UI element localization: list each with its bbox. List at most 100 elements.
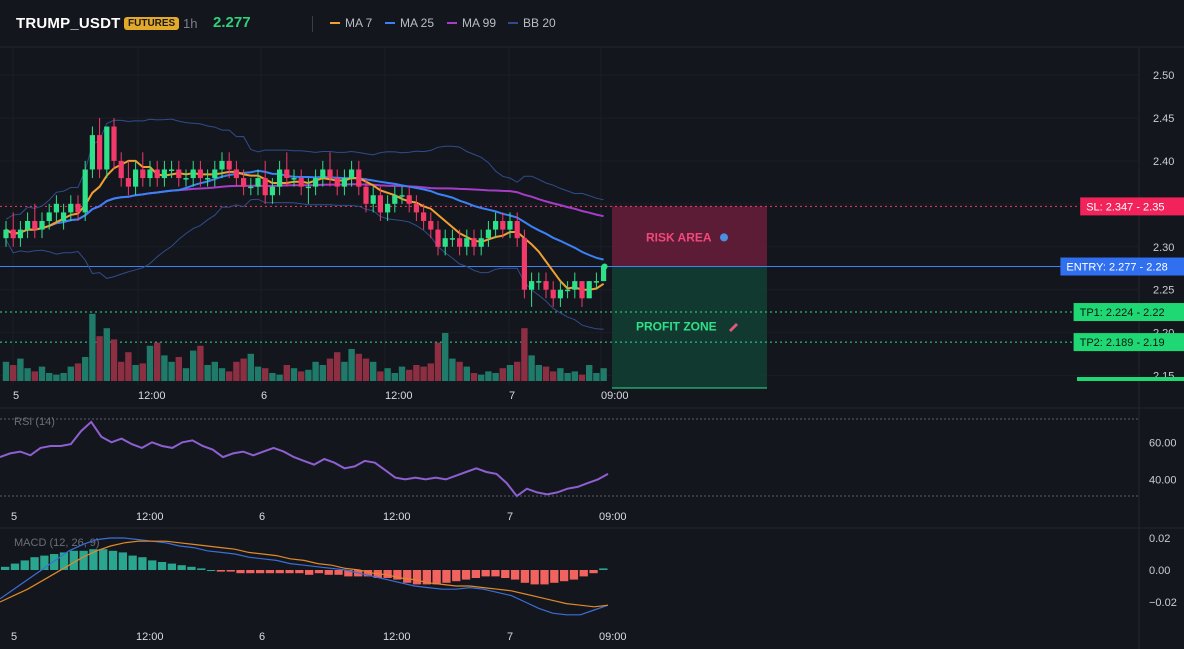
- macd-histogram-bar: [167, 563, 177, 570]
- volume-bar: [139, 363, 146, 381]
- symbol-title[interactable]: TRUMP_USDT: [16, 15, 121, 32]
- candle-body: [313, 178, 319, 187]
- candle-body: [363, 186, 369, 204]
- volume-bar: [362, 358, 370, 381]
- macd-histogram-bar: [305, 570, 314, 575]
- rsi-x-tick: 7: [507, 511, 513, 523]
- macd-histogram-bar: [501, 570, 510, 578]
- macd-histogram-bar: [314, 570, 324, 574]
- macd-histogram-bar: [59, 552, 69, 570]
- volume-bar: [226, 371, 233, 381]
- legend-ma7[interactable]: MA 7: [330, 16, 372, 30]
- macd-histogram-bar: [108, 550, 118, 570]
- tp2-tag-bg: [1073, 333, 1184, 352]
- candle-body: [10, 229, 16, 239]
- futures-badge: FUTURES: [124, 17, 180, 30]
- volume-bar: [312, 361, 319, 381]
- candle-body: [291, 178, 297, 180]
- macd-histogram-bar: [285, 570, 294, 574]
- risk-area-zone: [612, 206, 767, 267]
- legend-bb20[interactable]: BB 20: [508, 16, 556, 30]
- volume-bar: [564, 373, 571, 381]
- volume-bar: [146, 345, 154, 381]
- candle-body: [565, 289, 571, 292]
- price-tick-label: 2.30: [1153, 242, 1174, 254]
- volume-bar: [89, 313, 96, 381]
- sl-tag-bg: [1080, 197, 1184, 216]
- volume-bar: [442, 333, 449, 381]
- candle-body: [233, 169, 239, 179]
- volume-bar: [406, 369, 413, 381]
- candle-body: [118, 160, 124, 179]
- volume-bar: [262, 368, 269, 381]
- macd-histogram-bar: [50, 554, 59, 570]
- volume-bar: [586, 365, 593, 381]
- macd-histogram-bar: [79, 550, 88, 570]
- ma7-line: [5, 159, 605, 291]
- candle-body: [413, 203, 419, 213]
- volume-bar: [550, 371, 557, 381]
- macd-histogram-bar: [128, 555, 137, 570]
- candle-body: [399, 195, 405, 197]
- candle-body: [125, 178, 131, 187]
- macd-histogram-bar: [520, 570, 530, 583]
- volume-bar: [434, 342, 442, 381]
- candle-body: [97, 135, 103, 170]
- volume-bar: [514, 361, 521, 381]
- candle-body: [493, 221, 499, 230]
- volume-bar: [17, 358, 24, 381]
- candle-body: [169, 169, 175, 171]
- rsi-tick-label: 60.00: [1149, 437, 1177, 449]
- candle-body: [219, 160, 225, 170]
- macd-histogram-bar: [118, 552, 127, 570]
- macd-histogram-bar: [197, 568, 206, 570]
- volume-bar: [38, 366, 46, 381]
- volume-bar: [600, 368, 607, 381]
- volume-bar: [478, 374, 485, 381]
- candle-body: [370, 195, 376, 204]
- candle-body: [161, 169, 167, 179]
- volume-bar: [254, 366, 262, 381]
- candle-body: [46, 212, 52, 222]
- macd-histogram-bar: [206, 570, 216, 571]
- candle-body: [183, 178, 189, 180]
- candle-body: [25, 221, 31, 230]
- legend-ma99[interactable]: MA 99: [447, 16, 496, 30]
- macd-histogram-bar: [540, 570, 549, 585]
- volume-bar: [290, 368, 298, 381]
- volume-bar: [96, 336, 103, 381]
- candle-body: [305, 186, 311, 189]
- volume-bar: [211, 361, 218, 381]
- bb20-swatch: [508, 22, 518, 24]
- volume-bar: [427, 363, 434, 381]
- volume-bar: [53, 374, 60, 381]
- ma99-line: [5, 183, 604, 235]
- legend-ma25[interactable]: MA 25: [385, 16, 434, 30]
- last-price: 2.277: [213, 14, 251, 31]
- candle-body: [557, 289, 563, 299]
- candle-body: [17, 229, 23, 239]
- volume-bar: [348, 349, 355, 381]
- volume-bar: [74, 363, 82, 381]
- macd-histogram-bar: [334, 570, 343, 575]
- candle-body: [61, 212, 67, 222]
- macd-histogram-bar: [452, 570, 461, 582]
- volume-bar: [506, 365, 514, 381]
- volume-bar: [240, 358, 247, 381]
- timeframe-label[interactable]: 1h: [183, 16, 198, 31]
- macd-histogram-bar: [363, 570, 373, 577]
- candle-body: [449, 238, 455, 240]
- candle-body: [53, 203, 59, 213]
- macd-histogram-bar: [99, 549, 108, 570]
- macd-histogram-bar: [177, 565, 186, 570]
- volume-bar: [578, 374, 586, 381]
- candle-body: [205, 178, 211, 180]
- macd-histogram-bar: [255, 570, 265, 574]
- volume-bar: [60, 373, 67, 381]
- candle-body: [500, 221, 506, 230]
- macd-line: [0, 537, 609, 616]
- macd-histogram-bar: [40, 555, 49, 570]
- candle-body: [284, 169, 290, 179]
- macd-histogram-bar: [432, 570, 441, 585]
